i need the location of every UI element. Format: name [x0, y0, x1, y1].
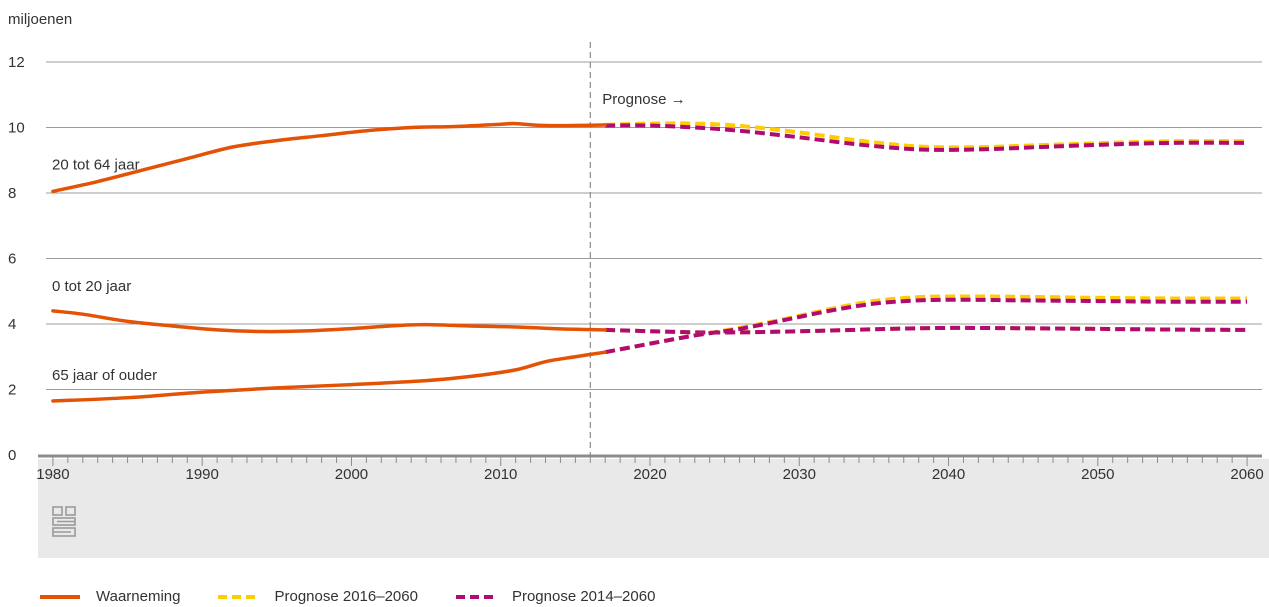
series-waarneming-65-jaar-of-ouder	[51, 350, 607, 403]
y-tick-label-6: 6	[8, 251, 16, 268]
x-tick-label-2020: 2020	[633, 466, 666, 483]
series-waarneming-0-tot-20-jaar	[51, 309, 607, 334]
x-tick-label-2050: 2050	[1081, 466, 1114, 483]
series-label-65-jaar-of-ouder: 65 jaar of ouder	[52, 367, 157, 384]
legend-item-waarneming: Waarneming	[40, 588, 180, 605]
series-lines	[51, 121, 1248, 403]
series-label-20-tot-64-jaar: 20 tot 64 jaar	[52, 156, 140, 173]
y-tick-label-2: 2	[8, 382, 16, 399]
y-tick-label-0: 0	[8, 447, 16, 464]
legend-label-prognose-2014: Prognose 2014–2060	[511, 588, 656, 605]
legend-item-prognose-2016: Prognose 2016–2060	[218, 588, 418, 605]
x-tick-label-2060: 2060	[1230, 466, 1263, 483]
x-tick-label-1980: 1980	[36, 466, 69, 483]
axes: 0 2 4 6 8 10 12 1980 1990 2000 2010 2020 2030 2040 205…	[8, 54, 1264, 483]
x-tick-label-2000: 2000	[335, 466, 368, 483]
series-prognose-2014-65-jaar-of-ouder	[604, 297, 1248, 355]
legend-label-prognose-2016: Prognose 2016–2060	[274, 588, 418, 605]
legend-swatch-prognose-2014	[455, 594, 496, 599]
legend-label-waarneming: Waarneming	[96, 588, 181, 605]
x-tick-label-1990: 1990	[186, 466, 219, 483]
x-tick-label-2010: 2010	[484, 466, 517, 483]
series-prognose-2014-0-tot-20-jaar	[605, 325, 1248, 335]
legend-swatch-waarneming	[40, 594, 80, 599]
y-axis-label: miljoenen	[8, 11, 72, 28]
y-tick-label-12: 12	[8, 54, 25, 71]
cbs-logo-icon	[52, 506, 76, 537]
series-waarneming-20-tot-64-jaar	[51, 121, 607, 194]
x-tick-label-2030: 2030	[783, 466, 816, 483]
series-label-0-tot-20-jaar: 0 tot 20 jaar	[52, 278, 131, 295]
prognose-label: Prognose →	[602, 91, 685, 108]
legend-swatch-prognose-2016	[218, 594, 259, 599]
x-tick-label-2040: 2040	[932, 466, 965, 483]
series-labels: Prognose → 20 tot 64 jaar 0 tot 20 jaar 65 …	[52, 91, 686, 384]
y-tick-label-4: 4	[8, 316, 16, 333]
y-tick-label-10: 10	[8, 120, 25, 137]
series-prognose-2014-20-tot-64-jaar	[605, 123, 1248, 152]
legend-item-prognose-2014: Prognose 2014–2060	[455, 588, 656, 605]
footer-panel	[38, 459, 1269, 558]
y-tick-label-8: 8	[8, 185, 16, 202]
legend: Waarneming Prognose 2016–2060 Prognose 2…	[40, 588, 693, 605]
